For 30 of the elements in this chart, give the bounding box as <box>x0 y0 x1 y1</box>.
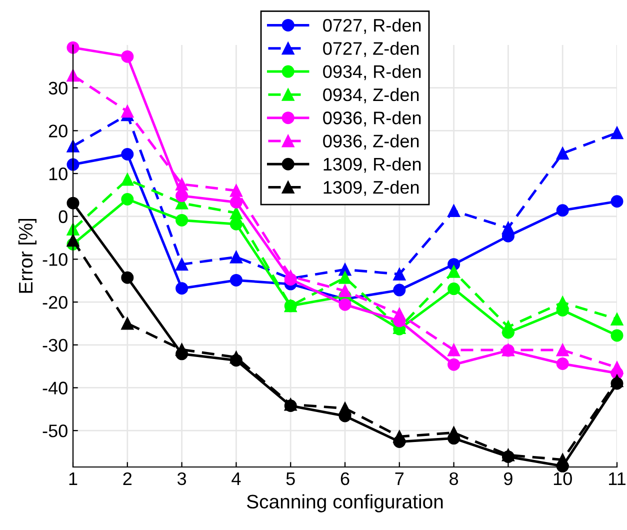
x-tick-label: 8 <box>450 472 458 486</box>
x-tick-label: 3 <box>177 472 186 486</box>
y-tick-label: 30 <box>48 82 68 95</box>
y-tick-label: -30 <box>42 338 68 352</box>
legend-label: 0727, R-den <box>323 18 421 34</box>
y-axis-title: Error [%] <box>18 219 36 293</box>
y-tick-label: -40 <box>42 382 68 394</box>
x-axis-title: Scanning configuration <box>246 494 443 512</box>
x-tick-label: 6 <box>340 472 350 486</box>
x-tick-label: 5 <box>286 472 295 486</box>
legend-label: 1309, R-den <box>324 157 421 173</box>
legend-label: 0936, Z-den <box>323 134 419 150</box>
y-tick-label: 20 <box>48 124 68 138</box>
legend-label: 0934, Z-den <box>323 88 419 104</box>
y-tick-label: 0 <box>58 210 68 224</box>
x-tick-label: 10 <box>554 472 572 486</box>
x-tick-label: 2 <box>123 472 132 485</box>
x-tick-label: 4 <box>232 472 241 485</box>
x-tick-label: 9 <box>504 472 512 486</box>
legend-label: 0727, Z-den <box>323 42 419 58</box>
legend-label: 0936, R-den <box>323 111 421 126</box>
x-tick-label: 11 <box>609 472 626 485</box>
y-tick-label: 10 <box>49 167 68 180</box>
y-tick-label: -10 <box>42 253 68 266</box>
x-tick-label: 1 <box>69 472 78 485</box>
legend-label: 1309, Z-den <box>324 180 419 196</box>
legend-label: 0934, R-den <box>323 64 421 80</box>
x-tick-label: 7 <box>395 472 404 485</box>
y-tick-label: -20 <box>42 296 68 309</box>
y-tick-label: -50 <box>42 424 68 438</box>
